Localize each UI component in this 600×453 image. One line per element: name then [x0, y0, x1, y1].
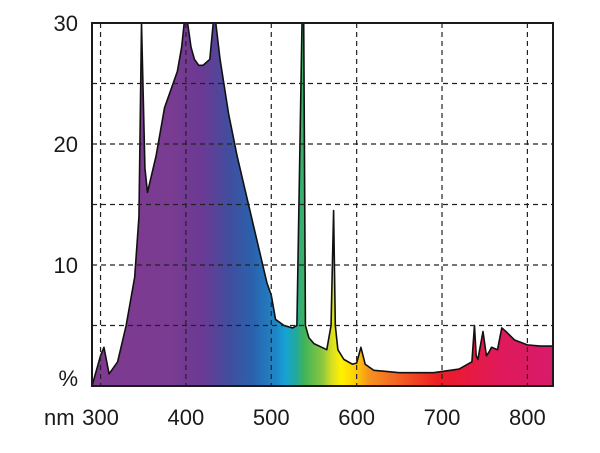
plot-area: [92, 23, 553, 386]
y-tick-label: 20: [54, 132, 78, 157]
spectrum-outline: [92, 23, 553, 386]
x-tick-label: 500: [253, 405, 290, 430]
spectrum-area: [92, 23, 553, 386]
x-tick-label: 800: [509, 405, 546, 430]
y-tick-label: 30: [54, 11, 78, 36]
grid-lines: [92, 23, 553, 386]
x-tick-label: 700: [424, 405, 461, 430]
x-tick-label: 300: [82, 405, 119, 430]
x-tick-labels: 300 400 500 600 700 800: [82, 405, 546, 430]
x-tick-label: 600: [338, 405, 375, 430]
x-tick-label: 400: [168, 405, 205, 430]
y-axis-label: %: [58, 366, 78, 391]
plot-frame: [91, 22, 554, 387]
x-axis-label: nm: [44, 405, 75, 430]
y-tick-label: 10: [54, 253, 78, 278]
y-tick-labels: 10 20 30: [54, 11, 78, 278]
